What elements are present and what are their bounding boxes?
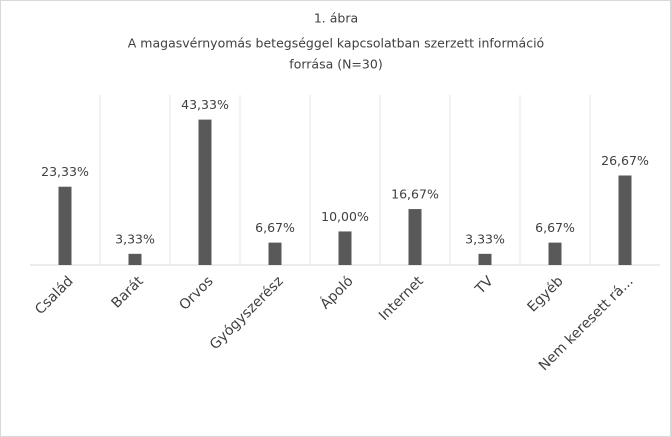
bar (268, 242, 282, 265)
bar (548, 242, 562, 265)
value-label: 6,67% (255, 220, 295, 235)
value-label: 3,33% (115, 231, 155, 246)
value-label: 10,00% (321, 209, 369, 224)
value-label: 6,67% (535, 220, 575, 235)
bar (198, 119, 212, 265)
value-label: 26,67% (601, 153, 649, 168)
chart-title: A magasvérnyomás betegséggel kapcsolatba… (128, 36, 544, 51)
value-label: 23,33% (41, 164, 89, 179)
bar (338, 231, 352, 265)
bar (478, 253, 492, 265)
bar (408, 209, 422, 265)
bar (128, 253, 142, 265)
chart-title: 1. ábra (314, 11, 358, 26)
bar (618, 175, 632, 265)
chart-title: forrása (N=30) (289, 57, 382, 72)
value-label: 3,33% (465, 231, 505, 246)
value-label: 43,33% (181, 97, 229, 112)
value-label: 16,67% (391, 187, 439, 202)
bar (58, 186, 72, 265)
